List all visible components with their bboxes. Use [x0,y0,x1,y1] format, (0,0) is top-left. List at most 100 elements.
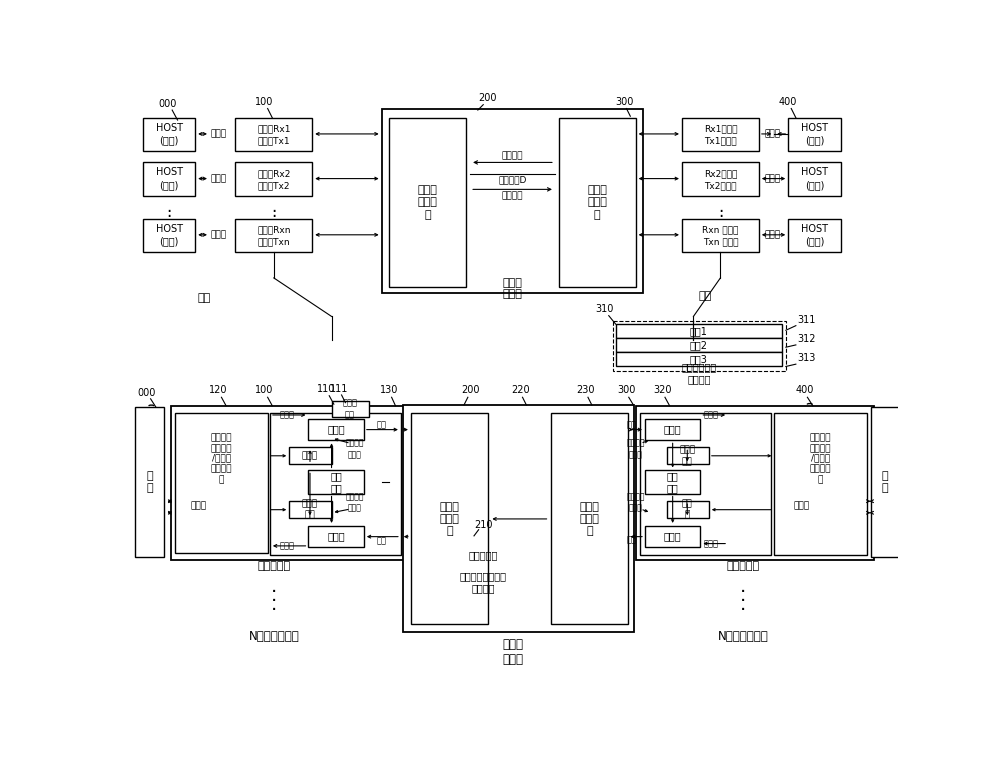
Text: 地址1: 地址1 [690,326,708,336]
Bar [682,118,759,151]
Bar [616,324,782,338]
Text: 微控
制器: 微控 制器 [667,471,679,494]
Text: 电接口: 电接口 [765,174,781,183]
Text: 业务流: 业务流 [704,411,719,420]
Text: 100: 100 [255,386,274,396]
Text: Rx1接收机: Rx1接收机 [704,125,737,133]
Text: 寄存
器: 寄存 器 [682,500,693,520]
Text: 311: 311 [797,314,816,324]
Text: 远端光模块: 远端光模块 [257,561,290,571]
Text: 发射: 发射 [627,535,637,544]
Text: 400: 400 [779,97,797,106]
Text: 000: 000 [138,388,156,398]
Text: 无源合
分波器
件: 无源合 分波器 件 [587,185,607,220]
Text: .: . [271,198,276,216]
Bar [235,219,312,251]
Bar [645,419,700,441]
Text: 电接口: 电接口 [765,130,781,138]
Text: 电接口: 电接口 [210,174,226,183]
Text: 发射: 发射 [377,421,387,429]
Text: HOST
(线卡): HOST (线卡) [801,123,828,145]
Bar [289,501,332,518]
Bar [551,413,628,625]
Text: 地址3: 地址3 [690,354,708,364]
Text: 200: 200 [461,386,479,396]
Text: 300: 300 [615,97,633,106]
Text: 近端: 近端 [698,292,712,302]
Text: ·: · [740,592,747,611]
Text: HOST
(线卡): HOST (线卡) [156,168,183,190]
Bar [645,470,700,494]
Text: 000: 000 [158,99,177,109]
Bar [143,162,195,196]
Bar [788,118,841,151]
Text: 接收机Rx1: 接收机Rx1 [257,125,291,133]
Text: ·: · [271,601,277,620]
Text: 230: 230 [576,386,595,396]
Text: 微控
制器: 微控 制器 [330,471,342,494]
Text: HOST
(线卡): HOST (线卡) [156,223,183,246]
Text: 220: 220 [511,386,530,396]
Text: 副载波调
制上行: 副载波调 制上行 [345,493,364,513]
Bar [171,406,409,559]
Text: HOST
(线卡): HOST (线卡) [801,223,828,246]
Text: Txn 发射机: Txn 发射机 [703,237,738,246]
Bar [308,470,364,494]
Text: 210: 210 [474,520,492,530]
Bar [616,352,782,365]
Text: 120: 120 [209,386,228,396]
Bar [871,407,900,557]
Text: 业务流: 业务流 [279,411,294,420]
Bar [289,447,332,464]
Bar [411,413,488,625]
Text: 无源合
分波器
件: 无源合 分波器 件 [418,185,438,220]
Text: 热电制
冷器: 热电制 冷器 [343,399,358,419]
Text: /时钟数
据恢复芯
片: /时钟数 据恢复芯 片 [211,453,232,484]
Text: 传输距离D: 传输距离D [498,175,527,185]
Text: .: . [166,203,172,221]
Text: 远端: 远端 [198,293,211,303]
Text: ·: · [740,601,747,620]
Text: N个远端光模块: N个远端光模块 [248,630,299,643]
Text: ·: · [271,583,277,601]
Text: 电接口: 电接口 [210,230,226,239]
Text: 111: 111 [330,384,348,394]
Text: .: . [271,203,276,221]
Text: 扩展的随机存
储储存器: 扩展的随机存 储储存器 [681,362,716,384]
Text: 313: 313 [797,353,816,363]
Bar [666,501,709,518]
Bar [645,526,700,547]
Text: Tx2发射机: Tx2发射机 [704,181,737,190]
Text: 数字信号
处理芯片: 数字信号 处理芯片 [211,434,232,453]
Text: 110: 110 [317,384,335,394]
Text: 线
卡: 线 卡 [882,471,888,494]
Text: 地址2: 地址2 [690,340,708,350]
Text: 电接口: 电接口 [765,230,781,239]
Text: 副载波调
制下行: 副载波调 制下行 [626,493,645,513]
Text: 发射机: 发射机 [327,424,345,435]
Text: 无源合
分波器
件: 无源合 分波器 件 [439,501,459,536]
Text: 130: 130 [380,386,398,396]
Text: 业务流: 业务流 [279,542,294,550]
Text: 无源合
分波器
件: 无源合 分波器 件 [580,501,599,536]
Bar [143,219,195,251]
Bar [308,526,364,547]
Text: 副载波调
制下行: 副载波调 制下行 [345,438,364,459]
Text: 线
卡: 线 卡 [147,471,153,494]
Text: 下行方向: 下行方向 [502,192,523,201]
Bar [403,405,634,632]
Bar [235,118,312,151]
Text: 副载波调制: 副载波调制 [469,550,498,560]
Text: 接收机Rx2: 接收机Rx2 [257,169,290,178]
Text: 100: 100 [255,97,274,106]
Text: /时钟数
据恢复芯
片: /时钟数 据恢复芯 片 [810,453,831,484]
Text: 发射机Tx2: 发射机Tx2 [258,181,290,190]
Text: Rx2接收机: Rx2接收机 [704,169,737,178]
Bar [175,413,268,553]
Text: 320: 320 [653,386,672,396]
Bar [616,338,782,352]
Text: 在业务流上进行副
载波调制: 在业务流上进行副 载波调制 [460,571,507,594]
Bar [332,401,369,417]
Text: 上行方向: 上行方向 [502,152,523,161]
Bar [559,118,636,287]
